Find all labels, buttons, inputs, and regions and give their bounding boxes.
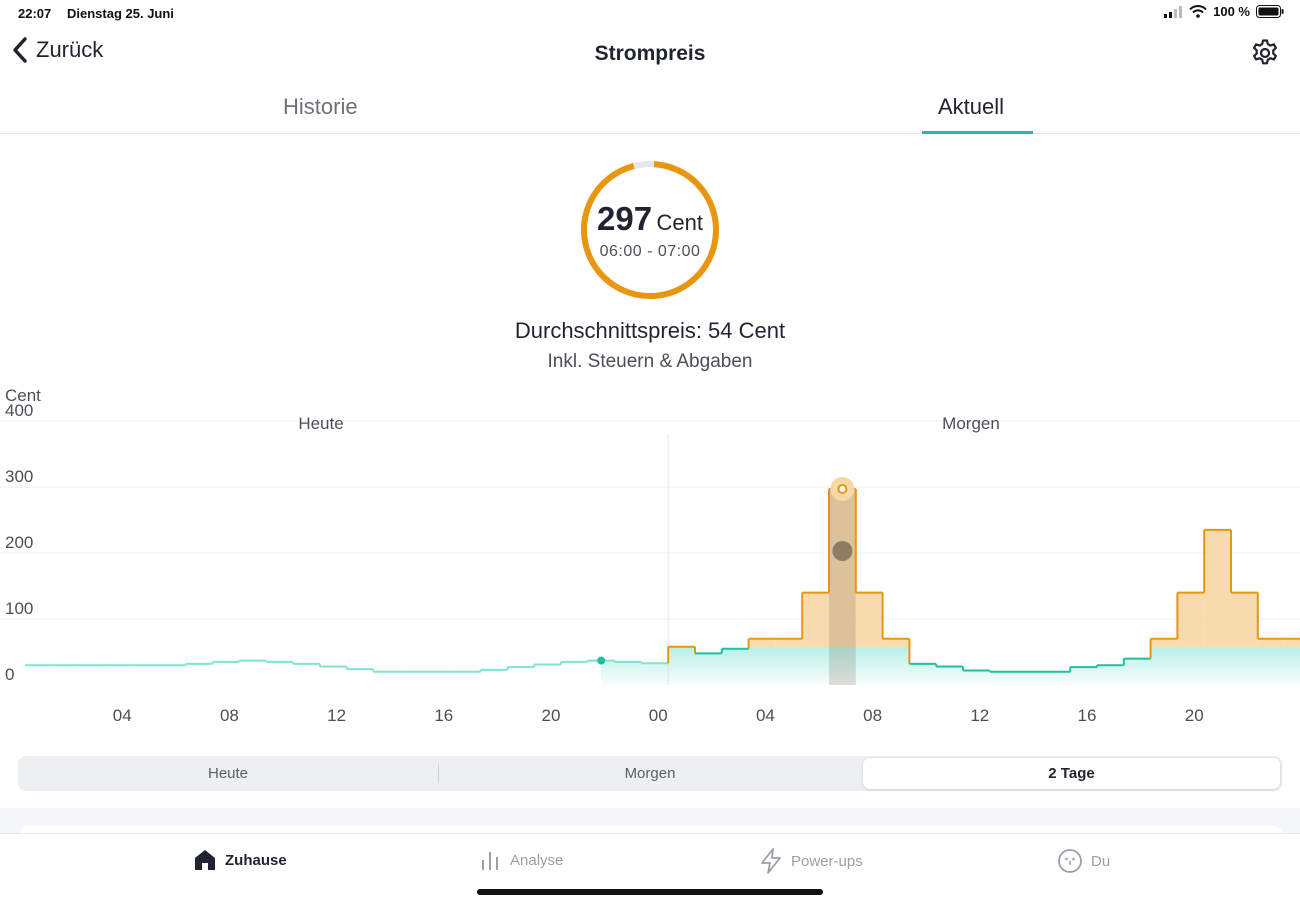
nav-du[interactable]: Du (1057, 848, 1110, 874)
x-tick-label: 08 (863, 706, 882, 725)
high-price-fill (748, 638, 776, 648)
future-low-area (601, 647, 1300, 685)
y-axis-label: Cent (5, 386, 41, 405)
x-tick-label: 20 (542, 706, 561, 725)
y-tick-label: 100 (5, 599, 33, 618)
status-date: Dienstag 25. Juni (67, 6, 174, 21)
x-tick-label: 04 (113, 706, 132, 725)
nav-zuhause-label: Zuhause (225, 851, 287, 869)
lightning-icon (761, 848, 781, 874)
range-2-tage-button[interactable]: 2 Tage (863, 758, 1280, 789)
bar-chart-icon (482, 852, 498, 870)
signal-icon (1164, 5, 1183, 18)
status-time: 22:07 (18, 6, 52, 21)
tax-note: Inkl. Steuern & Abgaben (547, 351, 753, 372)
active-tab-indicator (922, 131, 1033, 134)
high-price-fill (829, 488, 856, 648)
home-indicator (477, 889, 823, 895)
current-time-range: 06:00 - 07:00 (599, 243, 701, 260)
back-button[interactable]: Zurück (12, 36, 103, 64)
high-price-fill (855, 592, 883, 648)
segment-divider (438, 764, 439, 783)
high-price-fill (1284, 638, 1300, 648)
range-selector: Heute Morgen 2 Tage (18, 756, 1282, 791)
y-tick-label: 300 (5, 467, 33, 486)
nav-power-ups[interactable]: Power-ups (759, 848, 863, 874)
high-price-fill (1257, 638, 1285, 648)
current-price-value: 297 (597, 200, 653, 237)
section-label: Morgen (942, 414, 1000, 433)
nav-bar: Zurück Strompreis (0, 30, 1300, 80)
x-tick-label: 00 (649, 706, 668, 725)
drag-handle (832, 540, 853, 561)
y-tick-label: 400 (5, 401, 33, 420)
nav-du-label: Du (1091, 852, 1111, 870)
high-price-fill (1150, 638, 1178, 648)
battery-icon (1256, 5, 1284, 18)
y-tick-label: 200 (5, 533, 33, 552)
selected-hour-column (829, 488, 856, 685)
tab-aktuell[interactable]: Aktuell (938, 94, 1005, 119)
high-price-fill (775, 638, 803, 648)
high-price-fill (1204, 529, 1231, 648)
current-price: 297 Cent (580, 200, 720, 238)
wifi-icon (1189, 5, 1207, 18)
back-label: Zurück (36, 37, 104, 62)
chevron-left-icon (13, 37, 27, 63)
x-tick-label: 12 (970, 706, 989, 725)
high-price-fill (1177, 592, 1205, 648)
range-morgen-button[interactable]: Morgen (624, 765, 676, 782)
status-bar: 22:07 Dienstag 25. Juni 100 % (0, 0, 1300, 26)
battery-percent: 100 % (1213, 4, 1250, 19)
selected-point (837, 483, 848, 494)
home-icon (195, 850, 215, 870)
nav-power-ups-label: Power-ups (791, 852, 863, 870)
x-tick-label: 16 (434, 706, 453, 725)
current-price-unit: Cent (656, 210, 703, 235)
status-indicators: 100 % (1163, 4, 1284, 19)
x-tick-label: 16 (1078, 706, 1097, 725)
high-price-fill (882, 638, 910, 648)
price-gauge (581, 161, 720, 299)
x-tick-label: 20 (1185, 706, 1204, 725)
x-tick-label: 08 (220, 706, 239, 725)
gauge-arc (581, 161, 720, 299)
high-price-fill (1231, 592, 1258, 648)
nav-zuhause[interactable]: Zuhause (193, 848, 287, 872)
section-label: Heute (298, 414, 343, 433)
nav-analyse[interactable]: Analyse (480, 848, 563, 872)
view-tabs: Historie Aktuell (0, 86, 1300, 134)
tab-historie[interactable]: Historie (283, 94, 358, 119)
nav-analyse-label: Analyse (510, 851, 564, 869)
gear-icon[interactable] (1250, 38, 1280, 68)
x-tick-label: 12 (327, 706, 346, 725)
lower-card (20, 826, 1282, 836)
average-price: Durchschnittspreis: 54 Cent (514, 318, 786, 343)
range-heute-button[interactable]: Heute (207, 765, 249, 782)
x-tick-label: 04 (756, 706, 775, 725)
page-title: Strompreis (594, 42, 706, 65)
current-time-marker (597, 656, 606, 665)
y-tick-label: 0 (5, 665, 14, 684)
profile-icon (1058, 849, 1082, 873)
high-price-fill (802, 592, 829, 648)
